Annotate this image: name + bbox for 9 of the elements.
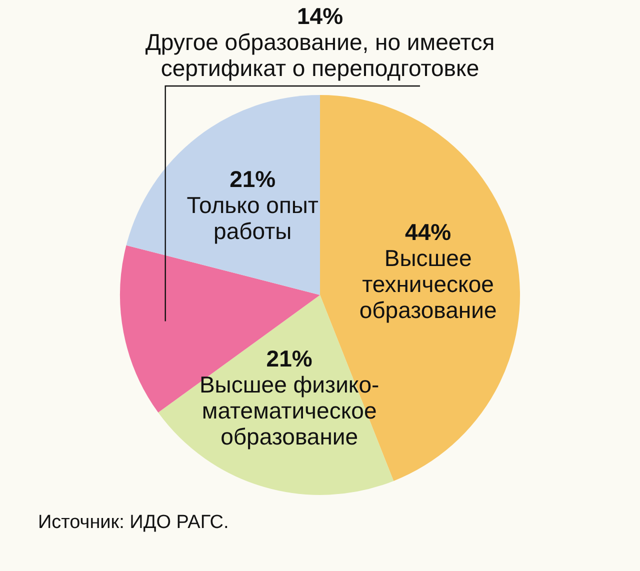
data-label: 21% [266,345,312,372]
data-label: 21% [230,166,276,192]
slice-label: Только опыт работы [186,192,319,244]
data-label: 44% [405,219,452,246]
slice-label: Другое образование, но имеется сертификат о переподготовке [145,28,495,81]
slice-label: Высшее техническое образование [359,245,497,324]
text: Источник: ИДО РАГС. [38,512,229,534]
slice-label: Высшее физико-математическое образование [199,371,380,450]
data-label: 14% [296,2,344,29]
